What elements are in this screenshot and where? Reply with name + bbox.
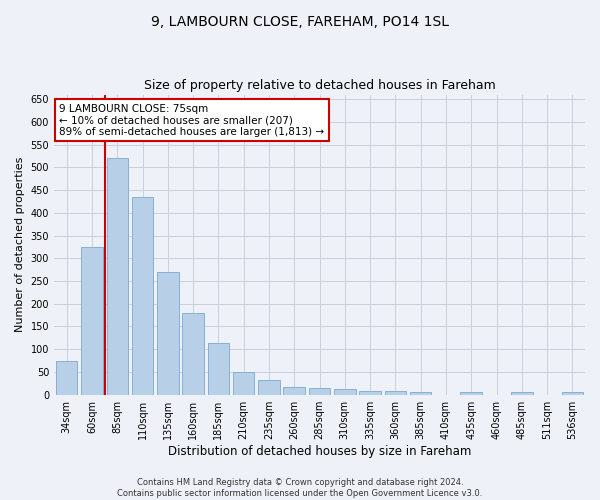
Bar: [208, 344, 229, 394]
Bar: [334, 390, 356, 394]
Text: 9, LAMBOURN CLOSE, FAREHAM, PO14 1SL: 9, LAMBOURN CLOSE, FAREHAM, PO14 1SL: [151, 15, 449, 29]
Bar: [410, 392, 431, 394]
Bar: [157, 272, 179, 394]
Bar: [56, 360, 77, 394]
Title: Size of property relative to detached houses in Fareham: Size of property relative to detached ho…: [143, 79, 496, 92]
Bar: [258, 380, 280, 394]
Text: Contains HM Land Registry data © Crown copyright and database right 2024.
Contai: Contains HM Land Registry data © Crown c…: [118, 478, 482, 498]
Text: 9 LAMBOURN CLOSE: 75sqm
← 10% of detached houses are smaller (207)
89% of semi-d: 9 LAMBOURN CLOSE: 75sqm ← 10% of detache…: [59, 104, 325, 137]
Bar: [309, 388, 330, 394]
Bar: [132, 197, 153, 394]
Bar: [460, 392, 482, 394]
Bar: [107, 158, 128, 394]
Bar: [81, 247, 103, 394]
Bar: [182, 313, 204, 394]
Bar: [233, 372, 254, 394]
Bar: [511, 392, 533, 394]
Bar: [385, 391, 406, 394]
Bar: [562, 392, 583, 394]
Y-axis label: Number of detached properties: Number of detached properties: [15, 157, 25, 332]
Bar: [359, 391, 381, 394]
Bar: [283, 386, 305, 394]
X-axis label: Distribution of detached houses by size in Fareham: Distribution of detached houses by size …: [168, 444, 471, 458]
